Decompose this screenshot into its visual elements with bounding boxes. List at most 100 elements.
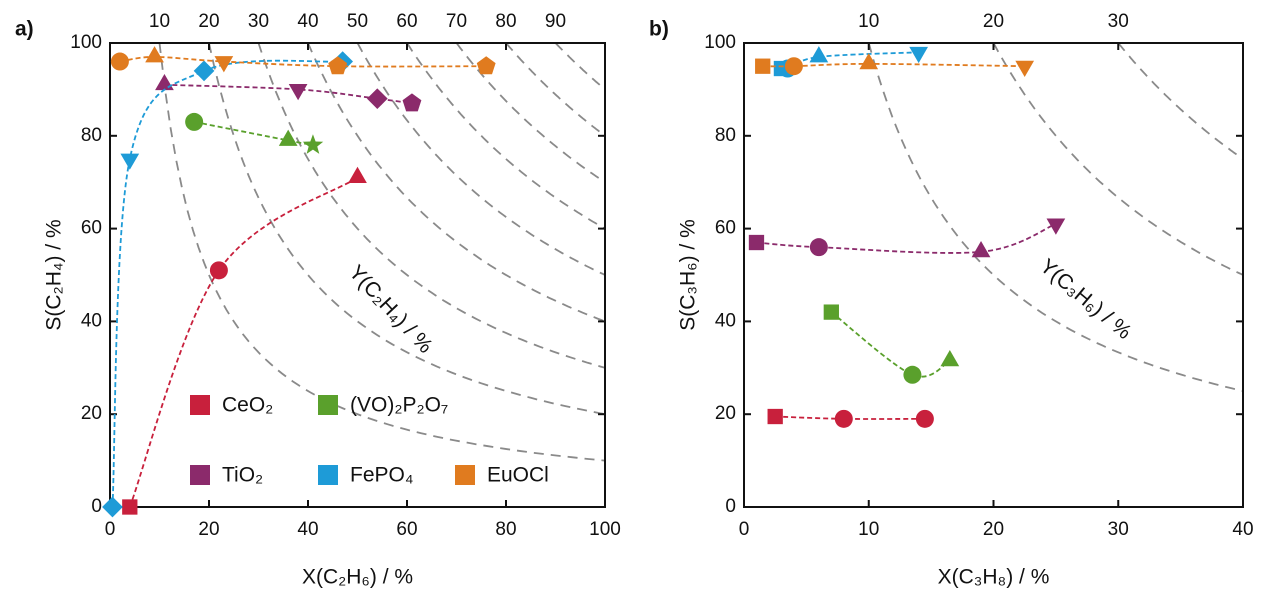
marker-circle (903, 365, 922, 384)
marker-triangle (859, 53, 879, 70)
legend-swatch (190, 465, 210, 485)
marker-down-triangle (1015, 60, 1035, 77)
x-tick-label: 20 (983, 519, 1004, 540)
marker-triangle (348, 166, 367, 183)
yield-label: Y(C₃H₆) / % (1036, 255, 1136, 344)
marker-star (302, 134, 324, 154)
x-tick-label: 40 (297, 519, 318, 540)
y-tick-label: 80 (715, 125, 736, 146)
legend-label: TiO₂ (222, 464, 263, 487)
series-line (193, 120, 314, 146)
marker-down-triangle (214, 56, 234, 73)
panel-label: b) (649, 18, 669, 41)
panel-label: a) (15, 18, 34, 41)
marker-square (755, 58, 771, 74)
marker-triangle (940, 350, 960, 367)
top-tick-label: 80 (495, 11, 516, 32)
marker-diamond (193, 60, 215, 82)
marker-pentagon (476, 56, 496, 75)
legend-swatch (318, 465, 338, 485)
yield-curve (992, 43, 1243, 276)
series-line (164, 83, 413, 105)
marker-circle (110, 52, 129, 71)
marker-down-triangle (909, 46, 929, 64)
y-tick-label: 100 (704, 32, 736, 53)
marker-triangle (809, 46, 829, 63)
top-tick-label: 50 (347, 11, 368, 32)
x-tick-label: 20 (198, 519, 219, 540)
top-tick-label: 10 (858, 11, 879, 32)
plot-area (158, 43, 605, 462)
y-tick-label: 20 (715, 403, 736, 424)
top-tick-label: 20 (983, 11, 1004, 32)
yield-curve (1117, 43, 1243, 160)
marker-down-triangle (288, 84, 308, 101)
marker-diamond (366, 88, 388, 110)
legend-swatch (190, 395, 210, 415)
marker-pentagon (402, 93, 422, 112)
plot-area (867, 43, 1243, 392)
marker-diamond (102, 496, 123, 518)
marker-circle (915, 409, 934, 428)
x-axis-label: X(C₂H₆) / % (302, 566, 413, 589)
top-tick-label: 60 (396, 11, 417, 32)
marker-circle (834, 409, 853, 428)
plot-frame (743, 42, 1244, 508)
y-tick-label: 40 (81, 310, 102, 331)
marker-circle (809, 238, 828, 257)
marker-triangle (278, 129, 298, 146)
legend-swatch (318, 395, 338, 415)
yield-curve (406, 43, 605, 230)
marker-triangle (155, 73, 174, 91)
yield-curve (257, 43, 605, 369)
top-tick-label: 70 (446, 11, 467, 32)
yield-curve (867, 43, 1243, 392)
series-line (756, 223, 1057, 254)
y-tick-label: 40 (715, 310, 736, 331)
top-tick-label: 30 (1108, 11, 1129, 32)
x-tick-label: 30 (1108, 519, 1129, 540)
yield-curve (554, 43, 605, 91)
legend-label: CeO₂ (222, 394, 273, 417)
x-tick-label: 60 (396, 519, 417, 540)
legend-swatch (455, 465, 475, 485)
marker-down-triangle (120, 153, 140, 170)
marker-square (748, 234, 765, 251)
x-tick-label: 0 (739, 519, 750, 540)
yield-curve (307, 43, 605, 323)
top-tick-label: 30 (248, 11, 269, 32)
yield-curve (208, 43, 605, 416)
y-tick-label: 100 (70, 32, 102, 53)
y-tick-label: 0 (725, 496, 736, 517)
marker-circle (185, 112, 204, 131)
y-tick-label: 60 (81, 218, 102, 239)
x-tick-label: 0 (105, 519, 116, 540)
top-tick-label: 40 (297, 11, 318, 32)
marker-square (823, 304, 839, 320)
yield-curve (505, 43, 605, 137)
series-line (830, 311, 951, 378)
marker-pentagon (328, 56, 348, 75)
top-tick-label: 20 (198, 11, 219, 32)
y-tick-label: 0 (91, 496, 102, 517)
marker-square (767, 408, 783, 425)
legend-label: (VO)₂P₂O₇ (350, 394, 448, 417)
y-tick-label: 60 (715, 218, 736, 239)
x-tick-label: 80 (495, 519, 516, 540)
y-axis-label: S(C₃H₆) / % (677, 219, 700, 331)
y-axis-label: S(C₂H₄) / % (43, 219, 66, 330)
series-line (128, 176, 359, 508)
marker-circle (784, 57, 803, 76)
y-tick-label: 80 (81, 125, 102, 146)
top-tick-label: 90 (545, 11, 566, 32)
x-tick-label: 10 (858, 519, 879, 540)
series-line (762, 62, 1025, 68)
x-tick-label: 40 (1232, 519, 1253, 540)
yield-curve (158, 43, 605, 462)
marker-circle (209, 261, 228, 280)
series-line (119, 56, 487, 68)
legend-label: FePO₄ (350, 464, 413, 487)
x-axis-label: X(C₃H₈) / % (938, 566, 1050, 589)
x-tick-label: 100 (589, 519, 621, 540)
